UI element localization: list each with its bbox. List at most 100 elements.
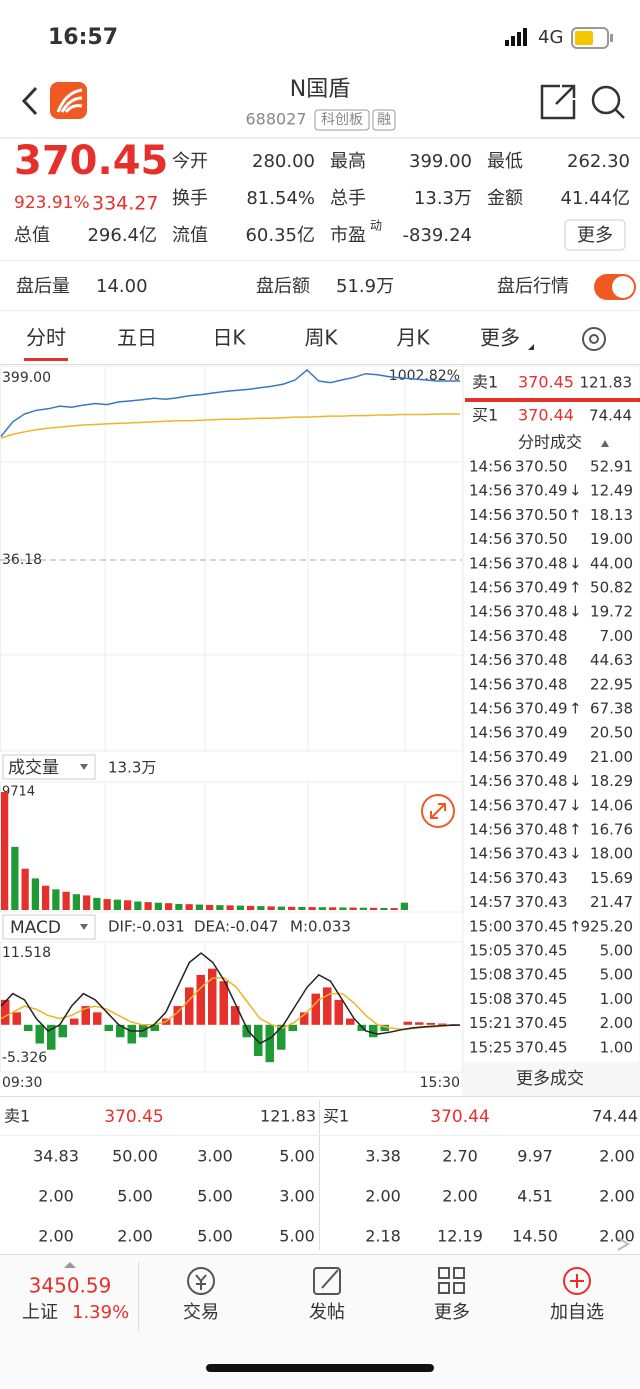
index-name[interactable]: 上证 — [22, 1302, 58, 1323]
index-value[interactable]: 3450.59 — [29, 1274, 112, 1298]
volume-bar — [206, 904, 214, 910]
bid-volume: 74.44 — [589, 407, 632, 425]
quote-grid: 今开 280.00 最高 399.00 最低 262.30 换手 81.54% 总手 13.3万金… — [14, 151, 630, 246]
volume-selector[interactable] — [2, 754, 96, 780]
volume-total: 13.3万 — [108, 759, 156, 777]
book-cell: 2.00 — [599, 1187, 635, 1206]
ask-bar — [465, 398, 640, 402]
macd-label[interactable]: MACD — [10, 918, 61, 938]
tab[interactable]: 更多 — [480, 326, 520, 350]
trade-time: 14:56 — [469, 821, 512, 839]
volume-bar — [52, 889, 60, 910]
ask-price: 370.45 — [518, 373, 574, 392]
index-pct[interactable]: 1.39% — [72, 1302, 129, 1323]
right-panel — [462, 365, 640, 1097]
book-cell: 2.18 — [365, 1227, 401, 1246]
nav-item[interactable]: 交易 — [183, 1302, 219, 1323]
add-icon[interactable] — [563, 1267, 591, 1295]
logo — [50, 82, 87, 119]
volume-bar — [236, 905, 244, 910]
y-tick-label: 36.18 — [2, 552, 42, 568]
book-cell: 2.00 — [117, 1227, 153, 1246]
nav-item[interactable]: 更多 — [434, 1302, 470, 1323]
trade-volume: 21.00 — [590, 748, 633, 766]
macd-bar — [265, 1024, 274, 1063]
macd-bar — [208, 968, 217, 1025]
book-cell: 2.00 — [365, 1187, 401, 1206]
trade-time: 14:57 — [469, 893, 512, 911]
volume-bar — [277, 906, 285, 910]
book-ask-price: 370.45 — [104, 1107, 163, 1127]
nav-item[interactable]: 发帖 — [309, 1302, 345, 1323]
divider — [0, 1096, 640, 1097]
trade-volume: 20.50 — [590, 724, 633, 742]
volume-bar — [216, 905, 224, 910]
trade-time: 14:56 — [469, 748, 512, 766]
more-label[interactable]: 更多 — [577, 225, 613, 246]
search-button[interactable] — [591, 85, 625, 119]
more-trades-bg[interactable] — [463, 1062, 640, 1096]
trade-volume: 18.29 — [590, 772, 633, 790]
macd-bar — [277, 1024, 286, 1050]
volume-bar — [113, 899, 121, 910]
expand-button[interactable] — [421, 794, 455, 828]
back-button[interactable] — [21, 86, 38, 116]
macd-bar — [288, 1024, 297, 1032]
settings-button[interactable] — [582, 327, 606, 351]
trade-arrow: ↓ — [569, 796, 582, 814]
post-icon[interactable] — [313, 1267, 341, 1295]
tab[interactable]: 日K — [212, 326, 246, 350]
tab[interactable]: 五日 — [117, 326, 157, 350]
stock-name: N国盾 — [290, 77, 350, 102]
ask-volume: 121.83 — [580, 374, 633, 392]
macd-bar — [104, 1024, 113, 1032]
trade-price: 370.50 — [515, 506, 568, 524]
volume-bar — [349, 907, 357, 910]
volume-bar — [154, 902, 162, 910]
nav-item[interactable]: 加自选 — [550, 1302, 604, 1323]
trade-time: 15:08 — [469, 990, 512, 1008]
tab[interactable]: 周K — [304, 326, 338, 350]
after-toggle-label: 盘后行情 — [497, 276, 569, 297]
price-line — [0, 368, 460, 437]
divider — [138, 1262, 139, 1332]
more-icon[interactable] — [438, 1267, 465, 1294]
volume-bar — [93, 897, 101, 910]
tab[interactable]: 分时 — [26, 326, 66, 350]
trade-time: 14:56 — [469, 651, 512, 669]
macd-bar — [127, 1024, 136, 1044]
more-button[interactable] — [564, 219, 626, 251]
toggle[interactable] — [594, 274, 636, 300]
y-tick-label: 11.518 — [2, 945, 51, 961]
change: 334.27 — [92, 193, 158, 215]
nav-bar — [0, 1254, 640, 1385]
y-tick-label: -5.326 — [2, 1050, 47, 1066]
home-indicator — [206, 1364, 434, 1372]
tab[interactable]: 月K — [396, 326, 430, 350]
trade-time: 14:56 — [469, 554, 512, 572]
macd-bar — [438, 1023, 447, 1025]
more-trades[interactable]: 更多成交 — [516, 1069, 584, 1089]
trade-time: 15:05 — [469, 942, 512, 960]
after-value: 14.00 — [96, 276, 148, 297]
book-cell: 5.00 — [197, 1227, 233, 1246]
macd-bar — [150, 1024, 159, 1032]
macd-selector[interactable] — [2, 914, 96, 940]
volume-bar — [165, 903, 173, 910]
sort-icon — [601, 440, 609, 447]
trade-price: 370.43 — [515, 893, 568, 911]
m-label: M:0.033 — [290, 918, 351, 936]
volume-bar — [124, 900, 132, 910]
share-button[interactable] — [540, 84, 576, 120]
trade-icon[interactable] — [187, 1267, 215, 1295]
trade-time: 14:56 — [469, 700, 512, 718]
book-cell: 3.00 — [279, 1187, 315, 1206]
trade-price: 370.48 — [515, 675, 568, 693]
quote-label: 市盈 — [330, 225, 366, 246]
trade-arrow: ↑ — [569, 579, 582, 597]
book-cell: 2.00 — [442, 1187, 478, 1206]
trade-time: 14:56 — [469, 796, 512, 814]
volume-label[interactable]: 成交量 — [8, 758, 59, 778]
